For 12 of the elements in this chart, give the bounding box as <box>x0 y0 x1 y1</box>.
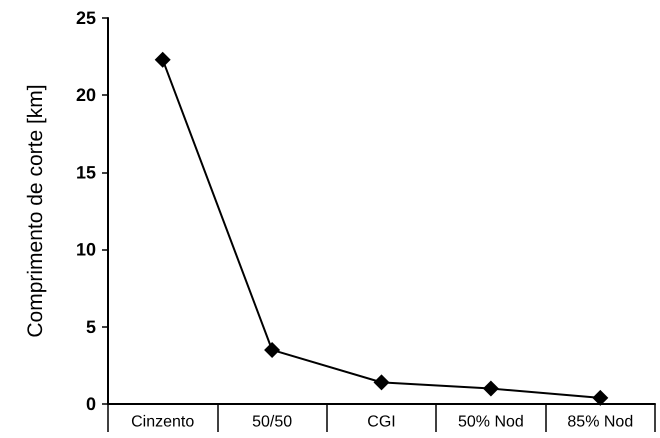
y-tick-label: 0 <box>86 394 96 414</box>
x-tick-label: 50/50 <box>252 414 292 430</box>
x-tick-label: Cinzento <box>131 414 194 430</box>
y-tick-label: 10 <box>76 240 96 260</box>
y-tick-label: 20 <box>76 85 96 106</box>
y-tick-label: 5 <box>86 316 96 337</box>
y-tick-label: 25 <box>76 8 96 28</box>
x-tick-label: CGI <box>367 414 396 430</box>
x-tick-label: 85% Nod <box>567 414 634 430</box>
y-axis-title: Comprimento de corte [km] <box>24 84 47 338</box>
y-tick-label: 15 <box>76 162 96 182</box>
x-tick-label: 50% Nod <box>458 414 524 430</box>
